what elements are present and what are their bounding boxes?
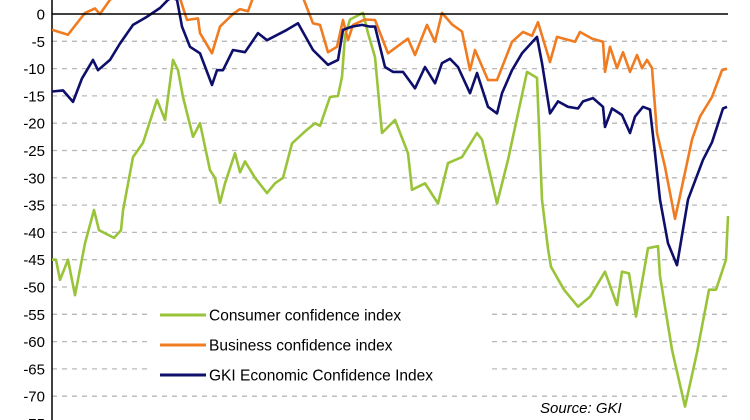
legend-label-1: Business confidence index: [209, 338, 393, 355]
legend: Consumer confidence index Business confid…: [160, 308, 433, 385]
y-tick-label: -15: [23, 88, 45, 105]
series-line-2: [52, 0, 728, 267]
legend-background: [150, 298, 490, 390]
y-tick-label: 0: [37, 7, 45, 24]
y-tick-label: -40: [23, 225, 45, 242]
y-tick-label: -20: [23, 116, 45, 133]
series-lines: [52, 0, 730, 408]
gridlines: [52, 40, 728, 397]
y-tick-label: -30: [23, 170, 45, 187]
series-line-1: [52, 0, 728, 221]
source-note: Source: GKI: [540, 400, 622, 417]
y-tick-label: -35: [23, 198, 45, 215]
legend-label-0: Consumer confidence index: [209, 308, 401, 325]
y-tick-label: -55: [23, 307, 45, 324]
y-tick-label: -70: [23, 389, 45, 406]
y-tick-label: -45: [23, 252, 45, 269]
y-tick-label: -50: [23, 280, 45, 297]
y-tick-label: -75: [23, 416, 45, 420]
y-tick-label: -25: [23, 143, 45, 160]
y-tick-label: -65: [23, 361, 45, 378]
legend-label-2: GKI Economic Confidence Index: [209, 368, 433, 385]
y-tick-label: -60: [23, 334, 45, 351]
y-tick-label: -10: [23, 61, 45, 78]
y-axis-tick-labels: 0 -5 -10 -15 -20 -25 -30 -35 -40 -45 -50 -55 -60 -65 -…: [23, 7, 45, 420]
y-tick-label: -5: [32, 34, 45, 51]
